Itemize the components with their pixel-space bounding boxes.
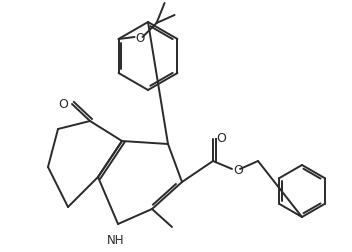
Text: O: O <box>233 164 243 177</box>
Text: O: O <box>216 132 226 145</box>
Text: O: O <box>58 97 68 110</box>
Text: O: O <box>136 32 145 44</box>
Text: NH: NH <box>107 233 125 246</box>
